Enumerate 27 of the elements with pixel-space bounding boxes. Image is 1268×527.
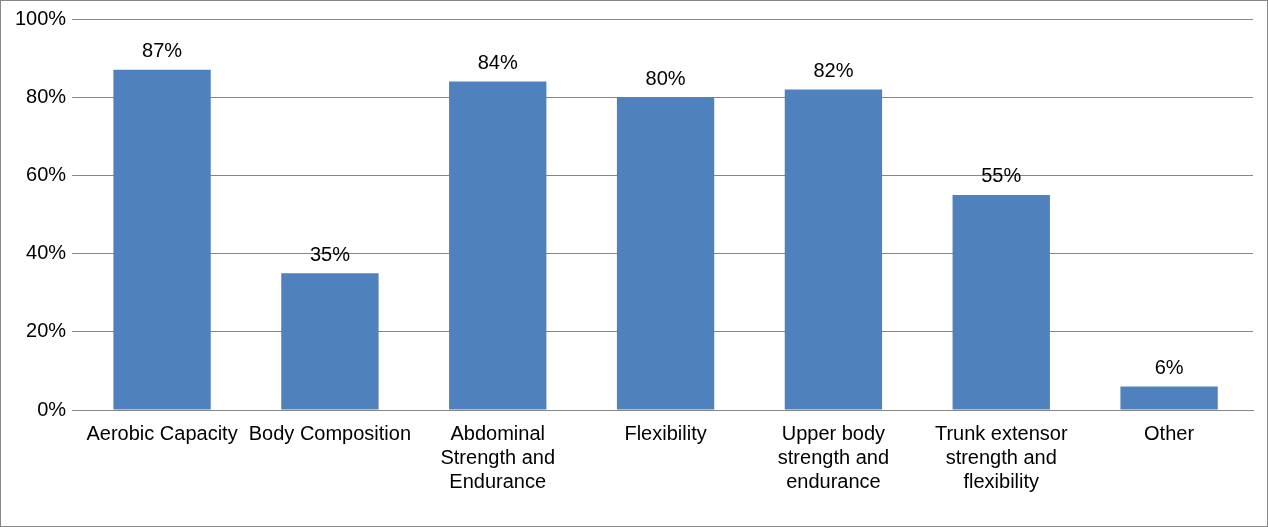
data-label: 87% xyxy=(142,39,183,62)
data-label: 84% xyxy=(477,51,518,74)
bar xyxy=(113,69,211,410)
x-tick-label: Trunk extensor strength and flexibility xyxy=(934,421,1068,492)
bar xyxy=(952,194,1050,410)
x-tick-label: Flexibility xyxy=(624,421,707,444)
x-tick-label: Aerobic Capacity xyxy=(86,421,238,444)
x-tick-label: Other xyxy=(1144,421,1195,444)
y-tick-label: 0% xyxy=(37,397,67,420)
data-label: 55% xyxy=(981,164,1022,187)
y-tick-label: 60% xyxy=(26,162,67,185)
bar xyxy=(281,273,379,410)
y-tick-label: 20% xyxy=(26,319,67,342)
data-label: 82% xyxy=(813,58,854,81)
y-tick-label: 100% xyxy=(15,6,67,29)
bar xyxy=(1120,386,1218,410)
y-tick-label: 80% xyxy=(26,84,67,107)
y-tick-label: 40% xyxy=(26,241,67,264)
bar xyxy=(616,97,715,410)
bar xyxy=(784,89,883,410)
x-tick-label: Abdominal Strength and Endurance xyxy=(440,421,556,492)
data-label: 35% xyxy=(309,242,351,265)
data-label: 6% xyxy=(1154,356,1184,379)
data-label: 80% xyxy=(645,66,686,89)
x-tick-label: Upper body strength and endurance xyxy=(777,421,890,492)
bar xyxy=(449,81,547,410)
x-tick-label: Body Composition xyxy=(248,421,412,444)
